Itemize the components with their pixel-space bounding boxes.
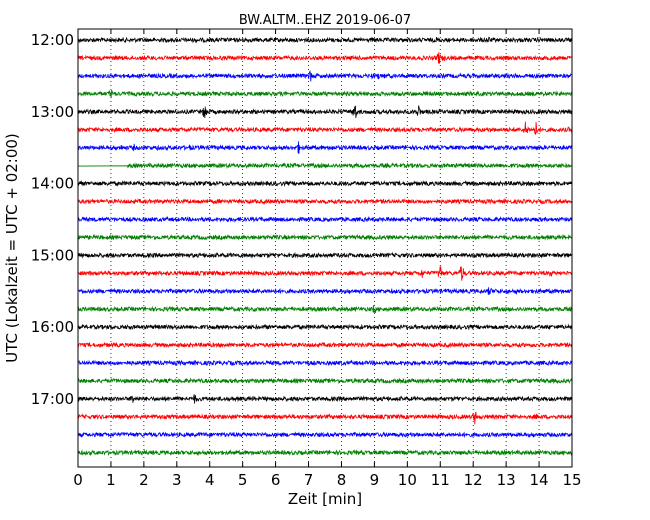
x-tick-label: 1 [106,471,116,489]
trace-1730 [77,431,572,439]
y-tick-label: 16:00 [31,318,74,336]
trace-1530 [77,287,572,296]
trace-1630 [77,359,572,367]
trace-1400 [77,179,572,188]
trace-1300 [77,105,572,118]
x-tick-label: 7 [304,471,314,489]
y-tick-label: 12:00 [31,31,74,49]
trace-1700 [77,394,572,404]
trace-1230 [77,70,572,82]
y-axis-label: UTC (Lokalzeit = UTC + 02:00) [3,133,21,363]
trace-1315 [77,121,572,135]
trace-1415 [77,197,572,205]
x-tick-label: 15 [562,471,581,489]
trace-1615 [77,341,572,349]
trace-1600 [77,323,572,331]
seismic-traces [77,36,572,457]
trace-1345 [77,162,572,170]
x-tick-label: 13 [497,471,516,489]
x-tick-label: 0 [73,471,83,489]
trace-1745 [77,449,572,457]
trace-1200 [77,36,572,44]
trace-1245 [77,89,572,99]
trace-1515 [77,266,572,281]
x-tick-label: 5 [238,471,248,489]
y-tick-label: 17:00 [31,390,74,408]
trace-1445 [77,233,572,241]
trace-1545 [77,305,572,313]
x-tick-label: 8 [337,471,347,489]
x-axis-label: Zeit [min] [288,490,362,508]
y-tick-label: 14:00 [31,175,74,193]
x-tick-label: 10 [398,471,417,489]
x-tick-label: 14 [530,471,549,489]
x-tick-label: 12 [464,471,483,489]
trace-1215 [77,52,572,64]
x-tick-label: 9 [370,471,380,489]
trace-1645 [77,377,572,385]
x-tick-label: 2 [139,471,149,489]
trace-1330 [77,141,572,154]
plot-frame [77,28,573,468]
x-tick-label: 6 [271,471,281,489]
x-tick-label: 4 [205,471,215,489]
trace-1715 [77,411,572,425]
trace-1500 [77,251,572,259]
x-tick-label: 3 [172,471,182,489]
axis-ticks: 0 1 2 3 4 5 6 7 8 9 10 11 12 13 14 1512:0013:0014:0015:… [31,29,582,489]
chart-title: BW.ALTM..EHZ 2019-06-07 [239,13,411,28]
x-tick-label: 11 [431,471,450,489]
trace-1430 [77,215,572,223]
y-tick-label: 15:00 [31,246,74,264]
y-tick-label: 13:00 [31,103,74,121]
